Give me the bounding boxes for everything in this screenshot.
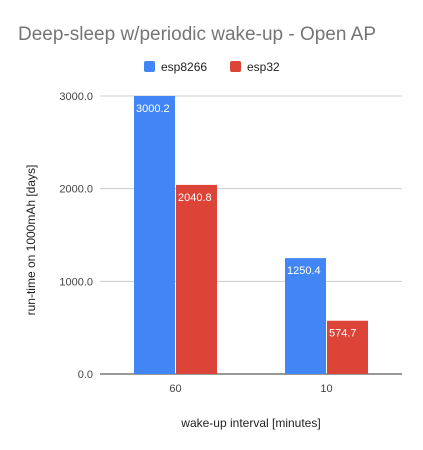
bar-esp8266-60: [134, 95, 175, 374]
legend-label-esp32: esp32: [247, 60, 280, 74]
y-tick-label: 2000.0: [59, 184, 93, 196]
y-tick-label: 0.0: [78, 369, 93, 381]
bars: [134, 95, 368, 374]
bar-esp32-10: [327, 320, 368, 374]
y-tick-label: 3000.0: [59, 91, 93, 103]
data-label-esp32-10: 574.7: [329, 328, 357, 340]
y-tick-label: 1000.0: [59, 276, 93, 288]
data-label-esp8266-60: 3000.2: [136, 103, 170, 115]
bar-esp8266-10: [285, 258, 326, 374]
data-labels: 3000.2 2040.8 1250.4 574.7: [136, 103, 357, 340]
x-tick-label: 10: [320, 383, 332, 395]
x-axis-ticks: 60 10: [169, 383, 332, 395]
x-tick-label: 60: [169, 383, 181, 395]
legend-swatch-esp32: [230, 61, 241, 72]
bar-esp32-60: [176, 184, 217, 374]
data-label-esp8266-10: 1250.4: [287, 265, 321, 277]
x-axis-label: wake-up interval [minutes]: [180, 416, 320, 430]
legend: esp8266 esp32: [144, 60, 280, 74]
y-axis-ticks: 0.0 1000.0 2000.0 3000.0: [59, 91, 93, 381]
data-label-esp32-60: 2040.8: [178, 192, 212, 204]
legend-swatch-esp8266: [144, 61, 155, 72]
legend-label-esp8266: esp8266: [161, 60, 207, 74]
chart-title: Deep-sleep w/periodic wake-up - Open AP: [18, 24, 376, 45]
y-axis-label: run-time on 1000mAh [days]: [24, 165, 38, 316]
